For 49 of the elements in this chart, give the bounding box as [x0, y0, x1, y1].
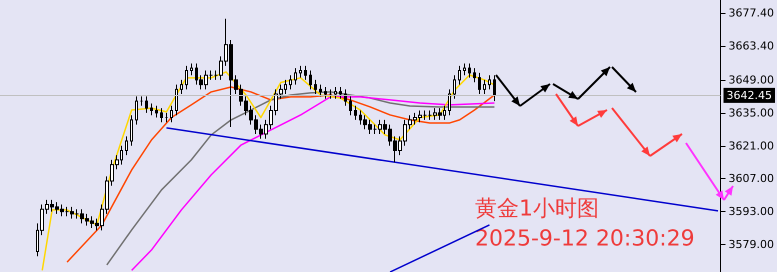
candlestick	[448, 88, 451, 116]
candlestick	[324, 86, 327, 100]
candlestick	[175, 84, 178, 116]
candlestick	[130, 114, 133, 146]
candlestick	[170, 105, 173, 123]
candlestick	[304, 65, 307, 80]
candlestick	[150, 102, 153, 116]
candlestick	[140, 96, 143, 106]
y-tick-label: 3677.40	[728, 6, 774, 20]
y-tick-label: 3607.00	[728, 172, 774, 186]
candlestick	[145, 96, 148, 114]
candlestick	[473, 68, 476, 83]
candlestick	[488, 74, 491, 90]
candlestick	[160, 108, 163, 123]
candlestick	[463, 62, 466, 76]
candlestick	[289, 74, 292, 90]
y-tick-label: 3649.00	[728, 73, 774, 86]
candlestick	[319, 84, 322, 97]
candlestick	[190, 62, 193, 76]
candlestick	[493, 74, 496, 102]
candlestick	[294, 68, 297, 86]
candlestick	[155, 105, 158, 118]
ref-line-label: 3642.45	[726, 88, 772, 102]
candlestick	[344, 88, 347, 106]
y-tick-label: 3663.40	[728, 40, 774, 53]
annotation: 2025-9-12 20:30:29	[475, 226, 695, 252]
candlestick	[453, 74, 456, 100]
candlestick	[135, 96, 138, 126]
annotation: 黄金1小时图	[475, 196, 599, 222]
y-tick-label: 3593.00	[728, 205, 774, 218]
y-tick-label: 3621.00	[728, 139, 774, 152]
y-tick-label: 3579.00	[728, 238, 774, 251]
candlestick	[458, 65, 461, 86]
candlestick	[483, 79, 486, 95]
candlestick	[299, 65, 302, 78]
candlestick	[354, 105, 357, 120]
candlestick	[125, 136, 128, 156]
candlestick	[185, 65, 188, 90]
candlestick	[165, 112, 168, 123]
candlestick	[349, 96, 352, 116]
candlestick	[478, 72, 481, 95]
candlestick	[180, 79, 183, 95]
candlestick	[309, 70, 312, 90]
candlestick	[339, 86, 342, 100]
candlestick	[329, 88, 332, 100]
candlestick	[334, 86, 337, 100]
y-tick-label: 3635.00	[728, 106, 774, 120]
candlestick	[314, 79, 317, 95]
candlestick	[468, 62, 471, 78]
